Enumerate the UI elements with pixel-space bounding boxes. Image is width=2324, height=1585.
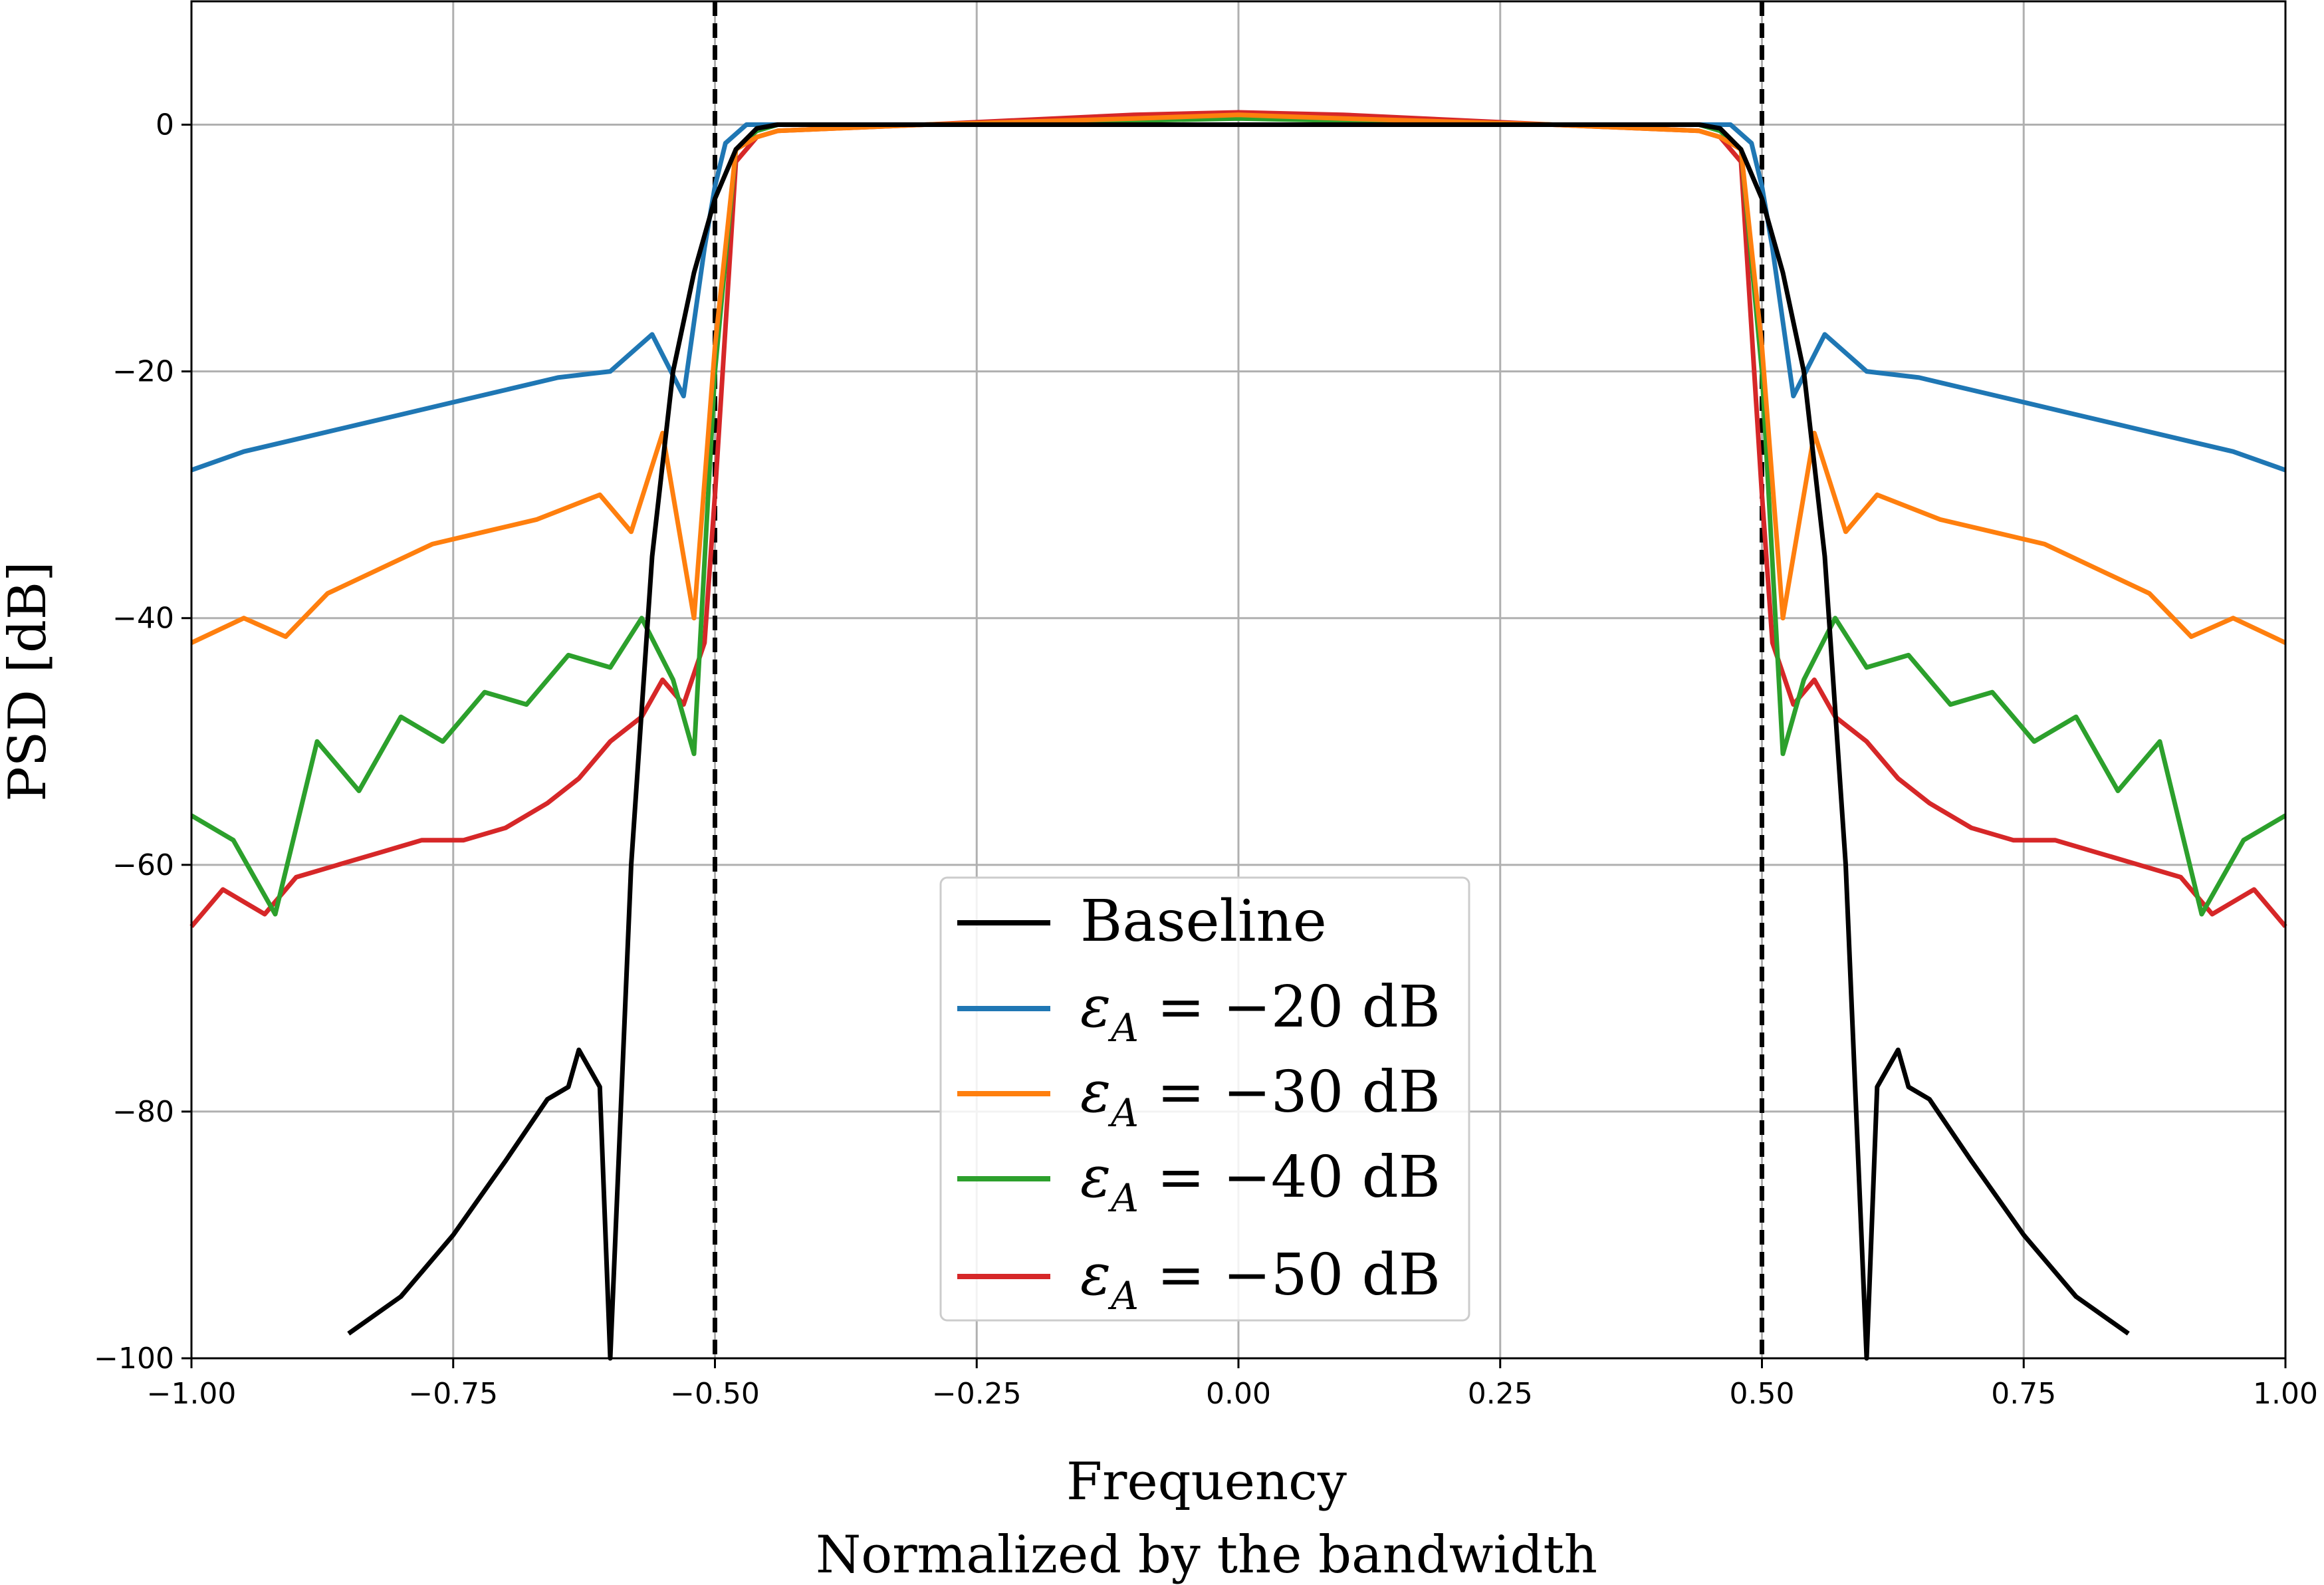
x-tick-label: 0.25: [1468, 1377, 1533, 1411]
x-tick-label: −0.75: [408, 1377, 498, 1411]
legend-label-eps-50: εA = −50 dB: [1080, 1242, 1441, 1318]
x-tick-label: −0.50: [670, 1377, 760, 1411]
y-tick-label: −80: [112, 1095, 174, 1129]
x-axis-label-line1: Frequency: [1066, 1452, 1347, 1512]
series-line-2: [190, 112, 2287, 645]
x-axis-label-line2: Normalized by the bandwidth: [816, 1525, 1597, 1585]
legend-label-eps-30: εA = −30 dB: [1080, 1059, 1441, 1136]
legend-entry-baseline: Baseline: [957, 888, 1327, 955]
series-line-3: [190, 116, 2287, 917]
legend-label-eps-40: εA = −40 dB: [1080, 1144, 1441, 1221]
series-layer: [189, 110, 2287, 1361]
x-tick-label: 1.00: [2253, 1377, 2318, 1411]
legend-entry-eps-40: εA = −40 dB: [957, 1144, 1441, 1221]
y-tick-label: −100: [94, 1342, 174, 1376]
series-line-0: [347, 122, 2130, 1361]
y-tick-label: 0: [156, 108, 174, 142]
x-tick-label: −1.00: [147, 1377, 237, 1411]
legend-entry-eps-20: εA = −20 dB: [957, 974, 1441, 1050]
x-tick-label: 0.75: [1991, 1377, 2056, 1411]
legend-box: [939, 876, 1470, 1322]
legend-label-baseline: Baseline: [1080, 888, 1327, 955]
legend-label-eps-20: εA = −20 dB: [1080, 974, 1441, 1050]
legend: Baseline εA = −20 dB εA = −30 dB εA = −4…: [939, 876, 1470, 1322]
x-tick-label: 0.50: [1730, 1377, 1795, 1411]
x-tick-label: 0.00: [1206, 1377, 1271, 1411]
legend-entry-eps-30: εA = −30 dB: [957, 1059, 1441, 1136]
y-tick-label: −60: [112, 848, 174, 882]
y-tick-label: −40: [112, 602, 174, 636]
legend-entry-eps-50: εA = −50 dB: [957, 1242, 1441, 1318]
y-tick-label: −20: [112, 355, 174, 389]
x-tick-label: −0.25: [932, 1377, 1022, 1411]
series-line-4: [189, 110, 2287, 928]
axis-ticks: −1.00 −0.75 −0.50 −0.25 0.00 0.25 0.50 0.75 1.00…: [94, 108, 2318, 1411]
y-axis-label: PSD [dB]: [0, 561, 58, 801]
band-edge-lines: [713, 1, 1764, 1358]
